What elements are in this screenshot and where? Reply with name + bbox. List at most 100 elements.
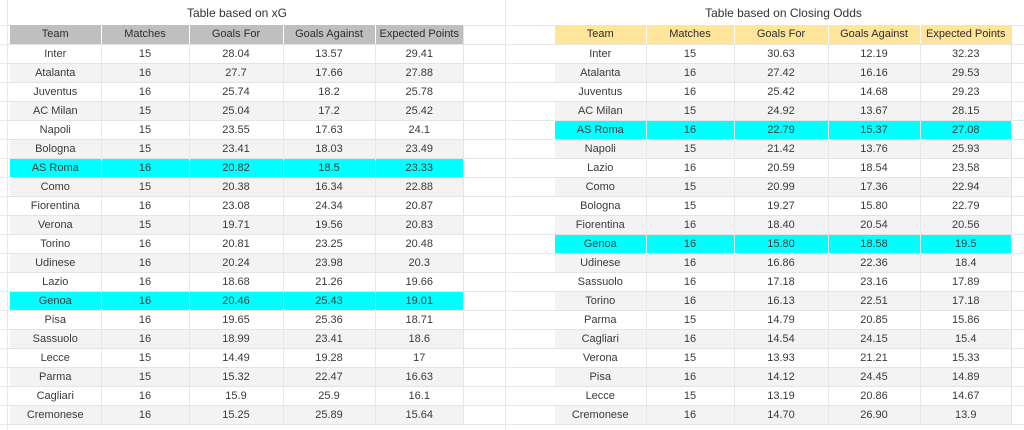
expected-points-cell[interactable]: 22.79: [919, 196, 1012, 216]
matches-cell[interactable]: 16: [100, 234, 189, 254]
goals-for-cell[interactable]: 13.19: [733, 386, 828, 406]
matches-cell[interactable]: 16: [100, 158, 189, 178]
team-cell[interactable]: Inter: [10, 44, 101, 64]
expected-points-cell[interactable]: 14.89: [919, 367, 1012, 387]
expected-points-cell[interactable]: 15.86: [919, 310, 1012, 330]
goals-for-cell[interactable]: 20.81: [188, 234, 283, 254]
matches-cell[interactable]: 16: [645, 367, 734, 387]
matches-cell[interactable]: 15: [100, 177, 189, 197]
matches-cell[interactable]: 16: [100, 329, 189, 349]
expected-points-cell[interactable]: 19.01: [374, 291, 464, 311]
goals-against-cell[interactable]: 16.34: [282, 177, 375, 197]
expected-points-cell[interactable]: 15.33: [919, 348, 1012, 368]
goals-for-cell[interactable]: 27.42: [733, 63, 828, 83]
goals-against-cell[interactable]: 26.90: [827, 405, 920, 425]
goals-against-cell[interactable]: 13.76: [827, 139, 920, 159]
matches-cell[interactable]: 16: [100, 63, 189, 83]
goals-for-cell[interactable]: 14.79: [733, 310, 828, 330]
matches-cell[interactable]: 16: [645, 234, 734, 254]
team-cell[interactable]: Juventus: [10, 82, 101, 102]
matches-cell[interactable]: 15: [100, 215, 189, 235]
expected-points-cell[interactable]: 13.9: [919, 405, 1012, 425]
goals-for-cell[interactable]: 22.79: [733, 120, 828, 140]
goals-against-cell[interactable]: 19.28: [282, 348, 375, 368]
goals-against-cell[interactable]: 17.66: [282, 63, 375, 83]
goals-against-cell[interactable]: 18.2: [282, 82, 375, 102]
team-cell[interactable]: AC Milan: [555, 101, 646, 121]
expected-points-cell[interactable]: 32.23: [919, 44, 1012, 64]
goals-against-cell[interactable]: 22.47: [282, 367, 375, 387]
expected-points-cell[interactable]: 17.89: [919, 272, 1012, 292]
goals-against-cell[interactable]: 23.25: [282, 234, 375, 254]
team-cell[interactable]: Parma: [555, 310, 646, 330]
expected-points-cell[interactable]: 28.15: [919, 101, 1012, 121]
expected-points-cell[interactable]: 15.64: [374, 405, 464, 425]
matches-cell[interactable]: 15: [645, 139, 734, 159]
matches-cell[interactable]: 15: [100, 101, 189, 121]
expected-points-cell[interactable]: 18.4: [919, 253, 1012, 273]
matches-cell[interactable]: 16: [100, 82, 189, 102]
team-cell[interactable]: Cremonese: [555, 405, 646, 425]
expected-points-cell[interactable]: 25.42: [374, 101, 464, 121]
team-cell[interactable]: Udinese: [555, 253, 646, 273]
expected-points-cell[interactable]: 22.94: [919, 177, 1012, 197]
expected-points-cell[interactable]: 23.33: [374, 158, 464, 178]
goals-against-cell[interactable]: 17.2: [282, 101, 375, 121]
team-cell[interactable]: Sassuolo: [555, 272, 646, 292]
goals-for-cell[interactable]: 20.99: [733, 177, 828, 197]
goals-for-cell[interactable]: 28.04: [188, 44, 283, 64]
goals-against-cell[interactable]: 12.19: [827, 44, 920, 64]
expected-points-cell[interactable]: 16.63: [374, 367, 464, 387]
goals-for-cell[interactable]: 14.12: [733, 367, 828, 387]
expected-points-cell[interactable]: 25.78: [374, 82, 464, 102]
goals-against-cell[interactable]: 25.89: [282, 405, 375, 425]
matches-cell[interactable]: 16: [100, 310, 189, 330]
goals-for-cell[interactable]: 19.27: [733, 196, 828, 216]
goals-for-cell[interactable]: 20.46: [188, 291, 283, 311]
team-cell[interactable]: Fiorentina: [10, 196, 101, 216]
expected-points-cell[interactable]: 25.93: [919, 139, 1012, 159]
goals-for-cell[interactable]: 18.40: [733, 215, 828, 235]
matches-cell[interactable]: 16: [645, 215, 734, 235]
closing-odds-table-title[interactable]: Table based on Closing Odds: [705, 5, 862, 20]
team-cell[interactable]: Udinese: [10, 253, 101, 273]
goals-for-cell[interactable]: 14.49: [188, 348, 283, 368]
team-cell[interactable]: AC Milan: [10, 101, 101, 121]
goals-for-cell[interactable]: 20.59: [733, 158, 828, 178]
matches-cell[interactable]: 16: [100, 272, 189, 292]
goals-against-cell[interactable]: 23.98: [282, 253, 375, 273]
goals-against-cell[interactable]: 20.86: [827, 386, 920, 406]
goals-against-cell[interactable]: 14.68: [827, 82, 920, 102]
goals-for-cell[interactable]: 19.65: [188, 310, 283, 330]
goals-for-cell[interactable]: 14.54: [733, 329, 828, 349]
matches-cell[interactable]: 15: [100, 348, 189, 368]
goals-against-cell[interactable]: 21.26: [282, 272, 375, 292]
goals-against-cell[interactable]: 22.36: [827, 253, 920, 273]
goals-for-cell[interactable]: 15.32: [188, 367, 283, 387]
team-cell[interactable]: Genoa: [555, 234, 646, 254]
expected-points-cell[interactable]: 17: [374, 348, 464, 368]
matches-cell[interactable]: 16: [645, 329, 734, 349]
expected-points-cell[interactable]: 20.83: [374, 215, 464, 235]
goals-for-cell[interactable]: 15.80: [733, 234, 828, 254]
goals-against-cell[interactable]: 24.15: [827, 329, 920, 349]
team-cell[interactable]: Torino: [555, 291, 646, 311]
goals-for-cell[interactable]: 23.55: [188, 120, 283, 140]
team-cell[interactable]: Juventus: [555, 82, 646, 102]
goals-for-cell[interactable]: 19.71: [188, 215, 283, 235]
matches-cell[interactable]: 15: [645, 177, 734, 197]
goals-against-cell[interactable]: 23.41: [282, 329, 375, 349]
goals-for-cell[interactable]: 25.04: [188, 101, 283, 121]
team-cell[interactable]: Bologna: [555, 196, 646, 216]
goals-for-cell[interactable]: 23.08: [188, 196, 283, 216]
expected-points-cell[interactable]: 23.49: [374, 139, 464, 159]
goals-against-cell[interactable]: 19.56: [282, 215, 375, 235]
goals-against-cell[interactable]: 17.36: [827, 177, 920, 197]
expected-points-cell[interactable]: 29.41: [374, 44, 464, 64]
team-cell[interactable]: Napoli: [555, 139, 646, 159]
goals-for-cell[interactable]: 16.86: [733, 253, 828, 273]
goals-against-cell[interactable]: 25.36: [282, 310, 375, 330]
goals-against-cell[interactable]: 18.58: [827, 234, 920, 254]
matches-cell[interactable]: 15: [645, 310, 734, 330]
team-cell[interactable]: Inter: [555, 44, 646, 64]
